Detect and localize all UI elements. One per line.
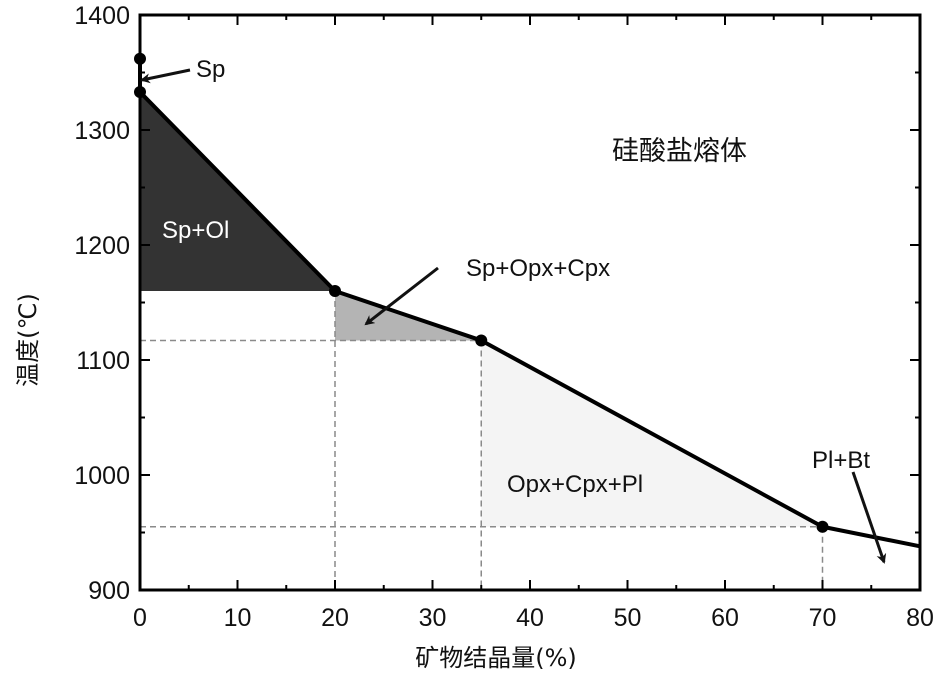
x-tick-label: 20 <box>321 604 349 632</box>
x-tick-label: 30 <box>419 604 447 632</box>
axes: 0 10 20 30 40 50 60 70 80 900 1000 1100 1200 1300 1400 <box>74 2 934 632</box>
points-layer <box>134 52 829 533</box>
label-sp: Sp <box>196 56 225 83</box>
y-tick-label: 1000 <box>74 462 130 490</box>
x-tick-label: 70 <box>809 604 837 632</box>
arrow-pl-bt <box>851 471 887 564</box>
data-point <box>134 52 146 65</box>
data-point <box>816 520 829 533</box>
x-axis-title: 矿物结晶量(%) <box>415 644 577 672</box>
data-point <box>134 86 146 99</box>
x-tick-label: 10 <box>224 604 252 632</box>
label-pl-bt: Pl+Bt <box>812 447 870 474</box>
arrow-sp <box>140 68 191 84</box>
y-tick-label: 1200 <box>74 232 130 260</box>
arrow-sp-opx-cpx <box>364 266 439 326</box>
x-tick-label: 60 <box>711 604 739 632</box>
label-sp-ol: Sp+Ol <box>162 217 229 244</box>
y-axis-title: 温度(℃) <box>14 293 42 387</box>
label-sp-opx-cpx: Sp+Opx+Cpx <box>466 255 610 282</box>
label-silicate-melt: 硅酸盐熔体 <box>612 136 747 167</box>
reference-lines <box>140 291 824 590</box>
data-point <box>475 334 488 347</box>
y-tick-label: 900 <box>88 577 130 605</box>
x-tick-label: 0 <box>133 604 147 632</box>
y-tick-label: 1100 <box>76 347 130 375</box>
label-opx-cpx-pl: Opx+Cpx+Pl <box>507 471 643 498</box>
x-tick-label: 40 <box>516 604 544 632</box>
x-tick-label: 80 <box>906 604 934 632</box>
y-tick-label: 1300 <box>74 117 130 145</box>
data-point <box>329 285 341 297</box>
x-tick-label: 50 <box>614 604 642 632</box>
y-tick-label: 1400 <box>74 2 130 30</box>
